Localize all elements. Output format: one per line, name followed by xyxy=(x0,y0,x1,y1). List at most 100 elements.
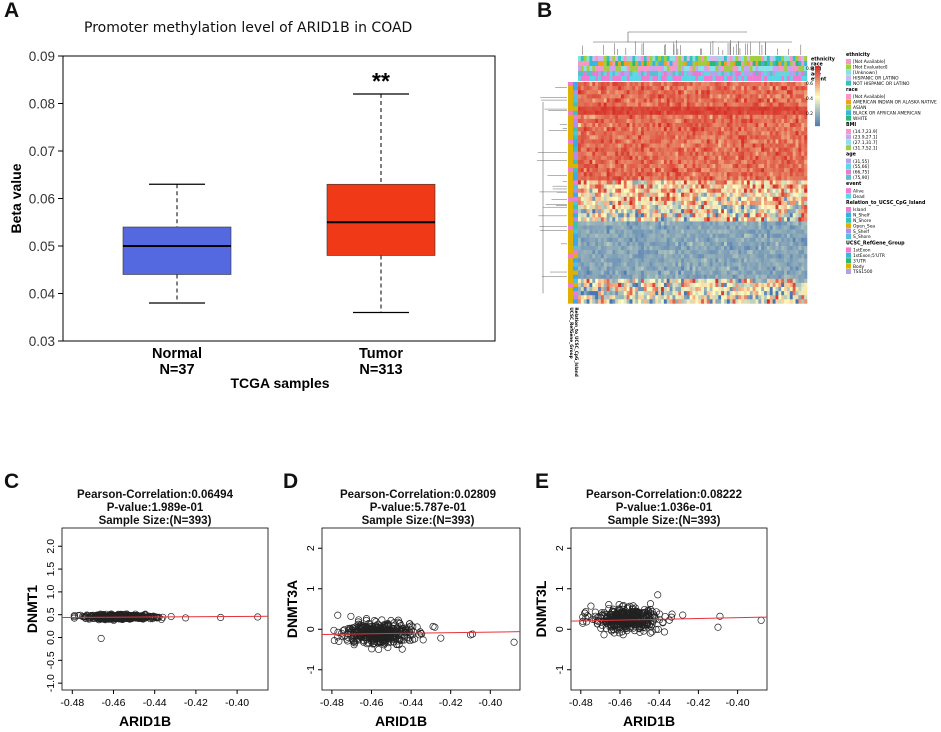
heatmap-cell xyxy=(749,110,753,116)
annotation-cell xyxy=(583,76,587,81)
heatmap-cell xyxy=(612,241,616,247)
heatmap-cell xyxy=(612,147,616,152)
heatmap-cell xyxy=(766,282,771,288)
heatmap-cell xyxy=(632,82,636,87)
heatmap-cell xyxy=(586,258,590,263)
heatmap-cell xyxy=(655,172,659,177)
annotation-cell xyxy=(766,76,770,81)
row-annotation-cell xyxy=(573,217,578,222)
heatmap-cell xyxy=(652,114,656,120)
heatmap-cell xyxy=(620,118,625,124)
heatmap-cell xyxy=(592,205,596,210)
heatmap-cell xyxy=(781,233,785,239)
heatmap-cell xyxy=(635,135,639,140)
heatmap-cell xyxy=(703,270,708,275)
heatmap-cell xyxy=(661,106,665,111)
annotation-cell xyxy=(744,61,748,66)
annotation-cell xyxy=(652,56,656,61)
heatmap-cell xyxy=(744,266,748,271)
heatmap-cell xyxy=(592,164,596,169)
heatmap-cell xyxy=(629,139,633,144)
annotation-cell xyxy=(623,66,627,71)
heatmap-cell xyxy=(609,131,613,136)
heatmap-cell xyxy=(798,262,802,267)
heatmap-cell xyxy=(683,274,688,280)
heatmap-cell xyxy=(732,114,736,120)
heatmap-cell xyxy=(626,86,630,91)
heatmap-cell xyxy=(764,196,768,202)
heatmap-cell xyxy=(583,258,587,263)
annotation-cell xyxy=(640,61,645,66)
heatmap-cell xyxy=(612,184,616,189)
heatmap-cell xyxy=(675,295,679,300)
heatmap-cell xyxy=(761,164,765,169)
heatmap-cell xyxy=(686,114,690,120)
annotation-cell xyxy=(749,61,753,66)
heatmap-cell xyxy=(578,229,582,234)
heatmap-cell xyxy=(678,246,682,251)
annotation-cell xyxy=(789,71,793,76)
heatmap-cell xyxy=(721,291,725,296)
heatmap-cell xyxy=(786,155,791,161)
heatmap-cell xyxy=(666,123,670,128)
heatmap-cell xyxy=(626,278,630,284)
heatmap-cell xyxy=(798,192,802,198)
heatmap-cell xyxy=(761,143,765,148)
heatmap-cell xyxy=(795,98,799,103)
heatmap-cell xyxy=(741,176,745,181)
heatmap-cell xyxy=(578,180,582,185)
heatmap-cell xyxy=(646,86,650,91)
heatmap-cell xyxy=(658,90,662,95)
heatmap-cell xyxy=(606,282,610,288)
heatmap-cell xyxy=(612,192,616,198)
annotation-cell xyxy=(789,56,793,61)
heatmap-cell xyxy=(795,205,799,210)
annotation-cell xyxy=(658,56,662,61)
heatmap-cell xyxy=(723,94,728,99)
heatmap-cell xyxy=(669,291,673,296)
heatmap-cell xyxy=(583,246,587,251)
heatmap-cell xyxy=(663,262,668,267)
heatmap-cell xyxy=(741,127,745,132)
heatmap-cell xyxy=(626,131,630,136)
heatmap-cell xyxy=(623,221,627,226)
heatmap-cell xyxy=(681,287,685,292)
heatmap-cell xyxy=(655,241,659,247)
heatmap-cell xyxy=(709,127,713,132)
heatmap-cell xyxy=(726,209,731,214)
heatmap-cell xyxy=(589,241,593,247)
heatmap-cell xyxy=(643,184,647,189)
heatmap-cell xyxy=(786,299,791,304)
heatmap-cell xyxy=(615,139,619,144)
heatmap-cell xyxy=(580,118,585,124)
heatmap-cell xyxy=(804,90,808,95)
heatmap-cell xyxy=(672,110,676,116)
heatmap-cell xyxy=(655,221,659,226)
heatmap-cell xyxy=(681,155,685,161)
heatmap-cell xyxy=(718,278,722,284)
heatmap-cell xyxy=(583,254,587,259)
heatmap-cell xyxy=(726,217,731,222)
heatmap-cell xyxy=(692,159,696,165)
heatmap-cell xyxy=(755,196,759,202)
heatmap-cell xyxy=(789,114,793,120)
heatmap-cell xyxy=(580,151,585,157)
heatmap-cell xyxy=(629,114,633,120)
row-annotation-cell xyxy=(568,155,573,161)
heatmap-cell xyxy=(692,180,696,185)
heatmap-cell xyxy=(752,270,756,275)
annotation-cell xyxy=(598,76,602,81)
heatmap-cell xyxy=(646,114,650,120)
heatmap-cell xyxy=(615,123,619,128)
heatmap-cell xyxy=(738,106,742,111)
x-axis-label: TCGA samples xyxy=(230,375,329,391)
heatmap-cell xyxy=(715,118,719,124)
heatmap-cell xyxy=(583,213,587,218)
heatmap-cell xyxy=(721,258,725,263)
heatmap-cell xyxy=(580,127,585,132)
heatmap-cell xyxy=(669,127,673,132)
heatmap-cell xyxy=(698,205,702,210)
heatmap-cell xyxy=(766,221,771,226)
heatmap-cell xyxy=(764,270,768,275)
heatmap-cell xyxy=(689,287,693,292)
